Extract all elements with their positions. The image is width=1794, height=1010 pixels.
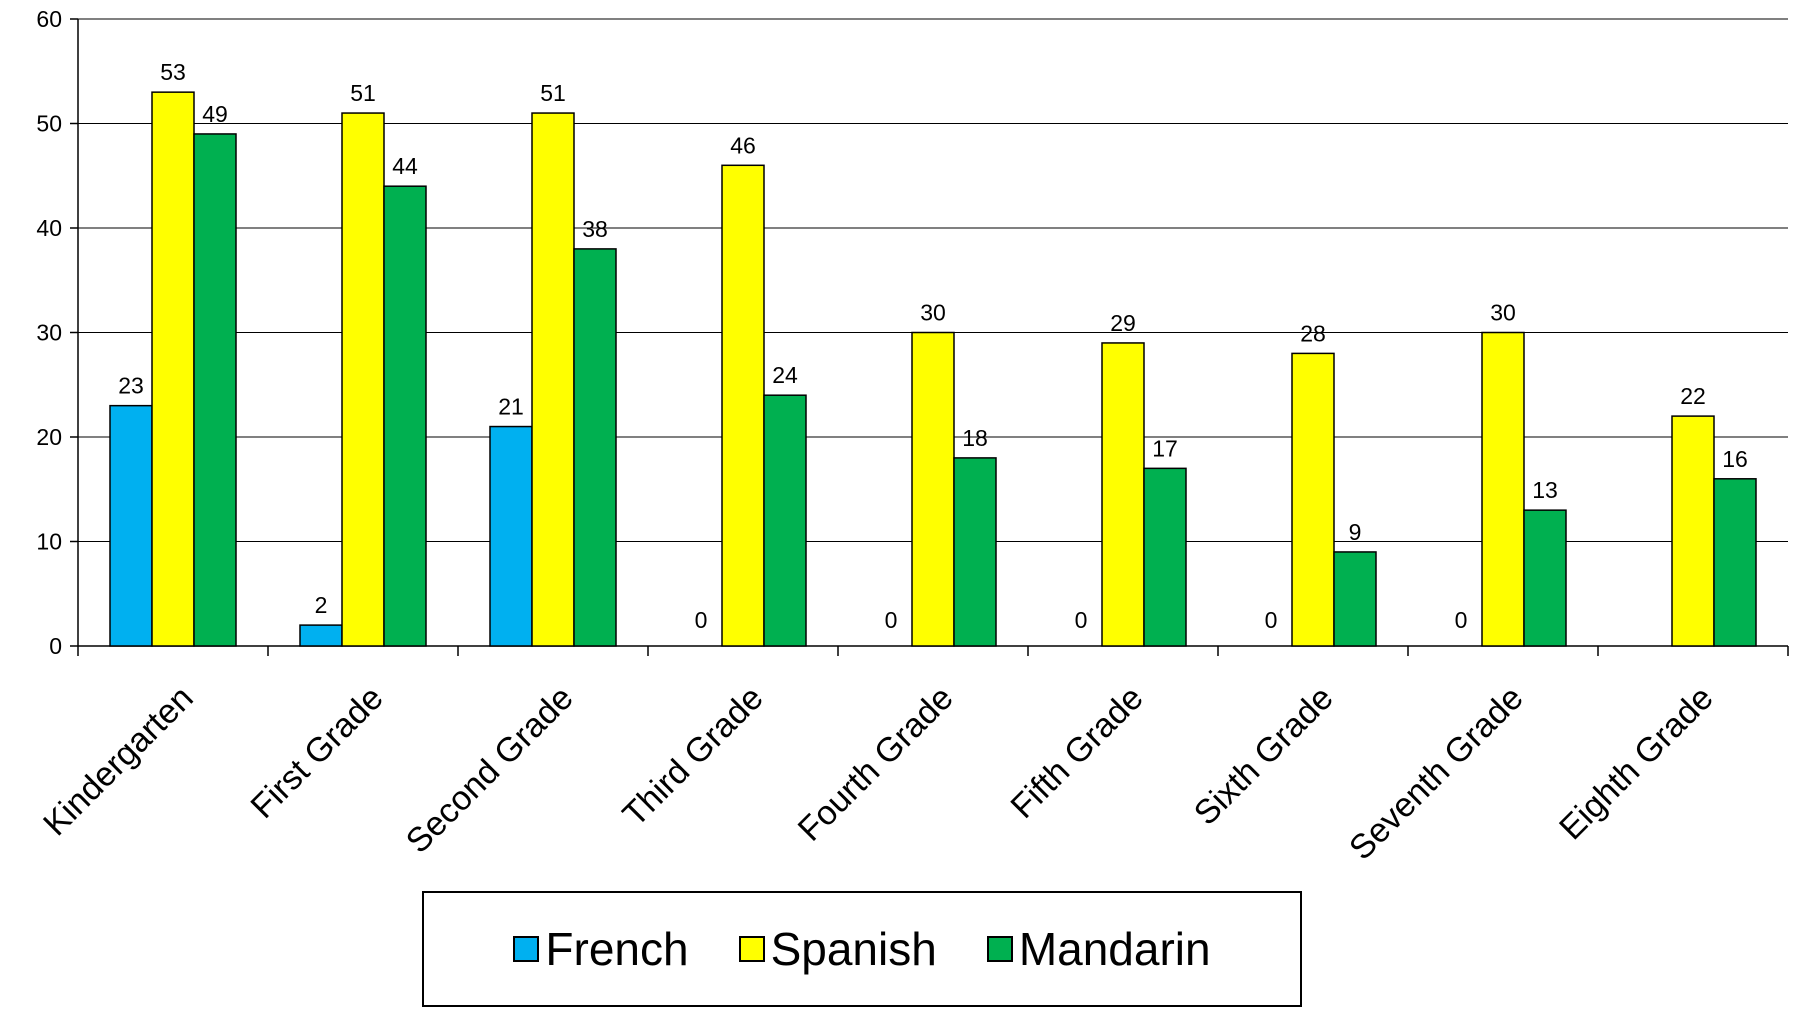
- data-label-french: 0: [1455, 607, 1468, 633]
- bar-mandarin: [1523, 509, 1567, 647]
- category-label: Fifth Grade: [1004, 679, 1151, 826]
- data-label-spanish: 51: [540, 80, 566, 106]
- bar-mandarin: [1143, 467, 1187, 647]
- data-label-mandarin: 44: [392, 153, 418, 179]
- legend: French Spanish Mandarin: [422, 891, 1302, 1007]
- y-tick-label: 30: [36, 320, 62, 346]
- legend-swatch-spanish: [738, 936, 765, 962]
- y-tick-label: 20: [36, 424, 62, 450]
- data-label-spanish: 30: [920, 300, 946, 326]
- data-label-french: 0: [695, 607, 708, 633]
- data-label-french: 0: [1075, 607, 1088, 633]
- category-label: Kindergarten: [36, 679, 201, 844]
- y-tick-label: 10: [36, 529, 62, 555]
- data-label-mandarin: 49: [202, 101, 228, 127]
- bar-spanish: [1671, 415, 1715, 647]
- y-tick-label: 40: [36, 215, 62, 241]
- data-label-spanish: 46: [730, 132, 756, 158]
- legend-label-french: French: [545, 923, 689, 975]
- data-label-spanish: 22: [1680, 383, 1706, 409]
- legend-label-mandarin: Mandarin: [1018, 923, 1211, 975]
- legend-label-spanish: Spanish: [770, 923, 937, 975]
- category-label: Fourth Grade: [791, 679, 961, 849]
- bar-french: [109, 404, 153, 647]
- bar-spanish: [911, 331, 955, 647]
- legend-item-spanish: Spanish: [738, 923, 937, 975]
- data-label-spanish: 28: [1300, 320, 1326, 346]
- category-label: Seventh Grade: [1342, 679, 1531, 868]
- category-label: Sixth Grade: [1187, 679, 1341, 833]
- data-label-mandarin: 17: [1152, 435, 1178, 461]
- bars: [109, 91, 1757, 647]
- bar-spanish: [531, 112, 575, 647]
- bar-spanish: [1101, 342, 1145, 647]
- legend-swatch-mandarin: [986, 936, 1013, 962]
- bar-mandarin: [573, 248, 617, 647]
- category-label: Third Grade: [616, 679, 771, 834]
- bar-mandarin: [953, 457, 997, 647]
- bar-french: [299, 624, 343, 647]
- data-label-french: 23: [118, 373, 144, 399]
- data-label-spanish: 30: [1490, 300, 1516, 326]
- bar-mandarin: [1713, 478, 1757, 647]
- data-label-mandarin: 16: [1722, 446, 1748, 472]
- data-label-mandarin: 24: [772, 362, 798, 388]
- data-label-french: 0: [885, 607, 898, 633]
- bar-spanish: [151, 91, 195, 647]
- data-label-french: 21: [498, 394, 524, 420]
- category-label: Eighth Grade: [1552, 679, 1721, 848]
- bar-mandarin: [1333, 551, 1377, 647]
- bar-spanish: [1481, 331, 1525, 647]
- data-label-spanish: 29: [1110, 310, 1136, 336]
- data-label-spanish: 51: [350, 80, 376, 106]
- legend-item-french: French: [513, 923, 689, 975]
- bar-mandarin: [763, 394, 807, 647]
- legend-item-mandarin: Mandarin: [986, 923, 1211, 975]
- category-label: First Grade: [244, 679, 391, 826]
- y-tick-label: 60: [36, 6, 62, 32]
- y-tick-label: 50: [36, 111, 62, 137]
- data-label-mandarin: 18: [962, 425, 988, 451]
- bar-spanish: [721, 164, 765, 647]
- data-label-spanish: 53: [160, 59, 186, 85]
- data-labels: 23 53 49 2 51 44 21 51 38 0 46 24 0 30 18 0 29 17 0 28 9 0 30 1…: [118, 59, 1748, 633]
- data-label-mandarin: 9: [1349, 519, 1362, 545]
- y-axis: 0 10 20 30 40 50 60: [36, 6, 79, 659]
- legend-swatch-french: [513, 936, 540, 962]
- x-axis: Kindergarten First Grade Second Grade Third…: [36, 645, 1789, 868]
- data-label-mandarin: 38: [582, 216, 608, 242]
- data-label-french: 2: [315, 592, 328, 618]
- data-label-french: 0: [1265, 607, 1278, 633]
- bar-mandarin: [193, 133, 237, 647]
- data-label-mandarin: 13: [1532, 477, 1558, 503]
- category-label: Second Grade: [399, 679, 581, 861]
- y-tick-label: 0: [49, 633, 62, 659]
- bar-mandarin: [383, 185, 427, 647]
- bar-spanish: [1291, 352, 1335, 647]
- bar-spanish: [341, 112, 385, 647]
- bar-french: [489, 425, 533, 647]
